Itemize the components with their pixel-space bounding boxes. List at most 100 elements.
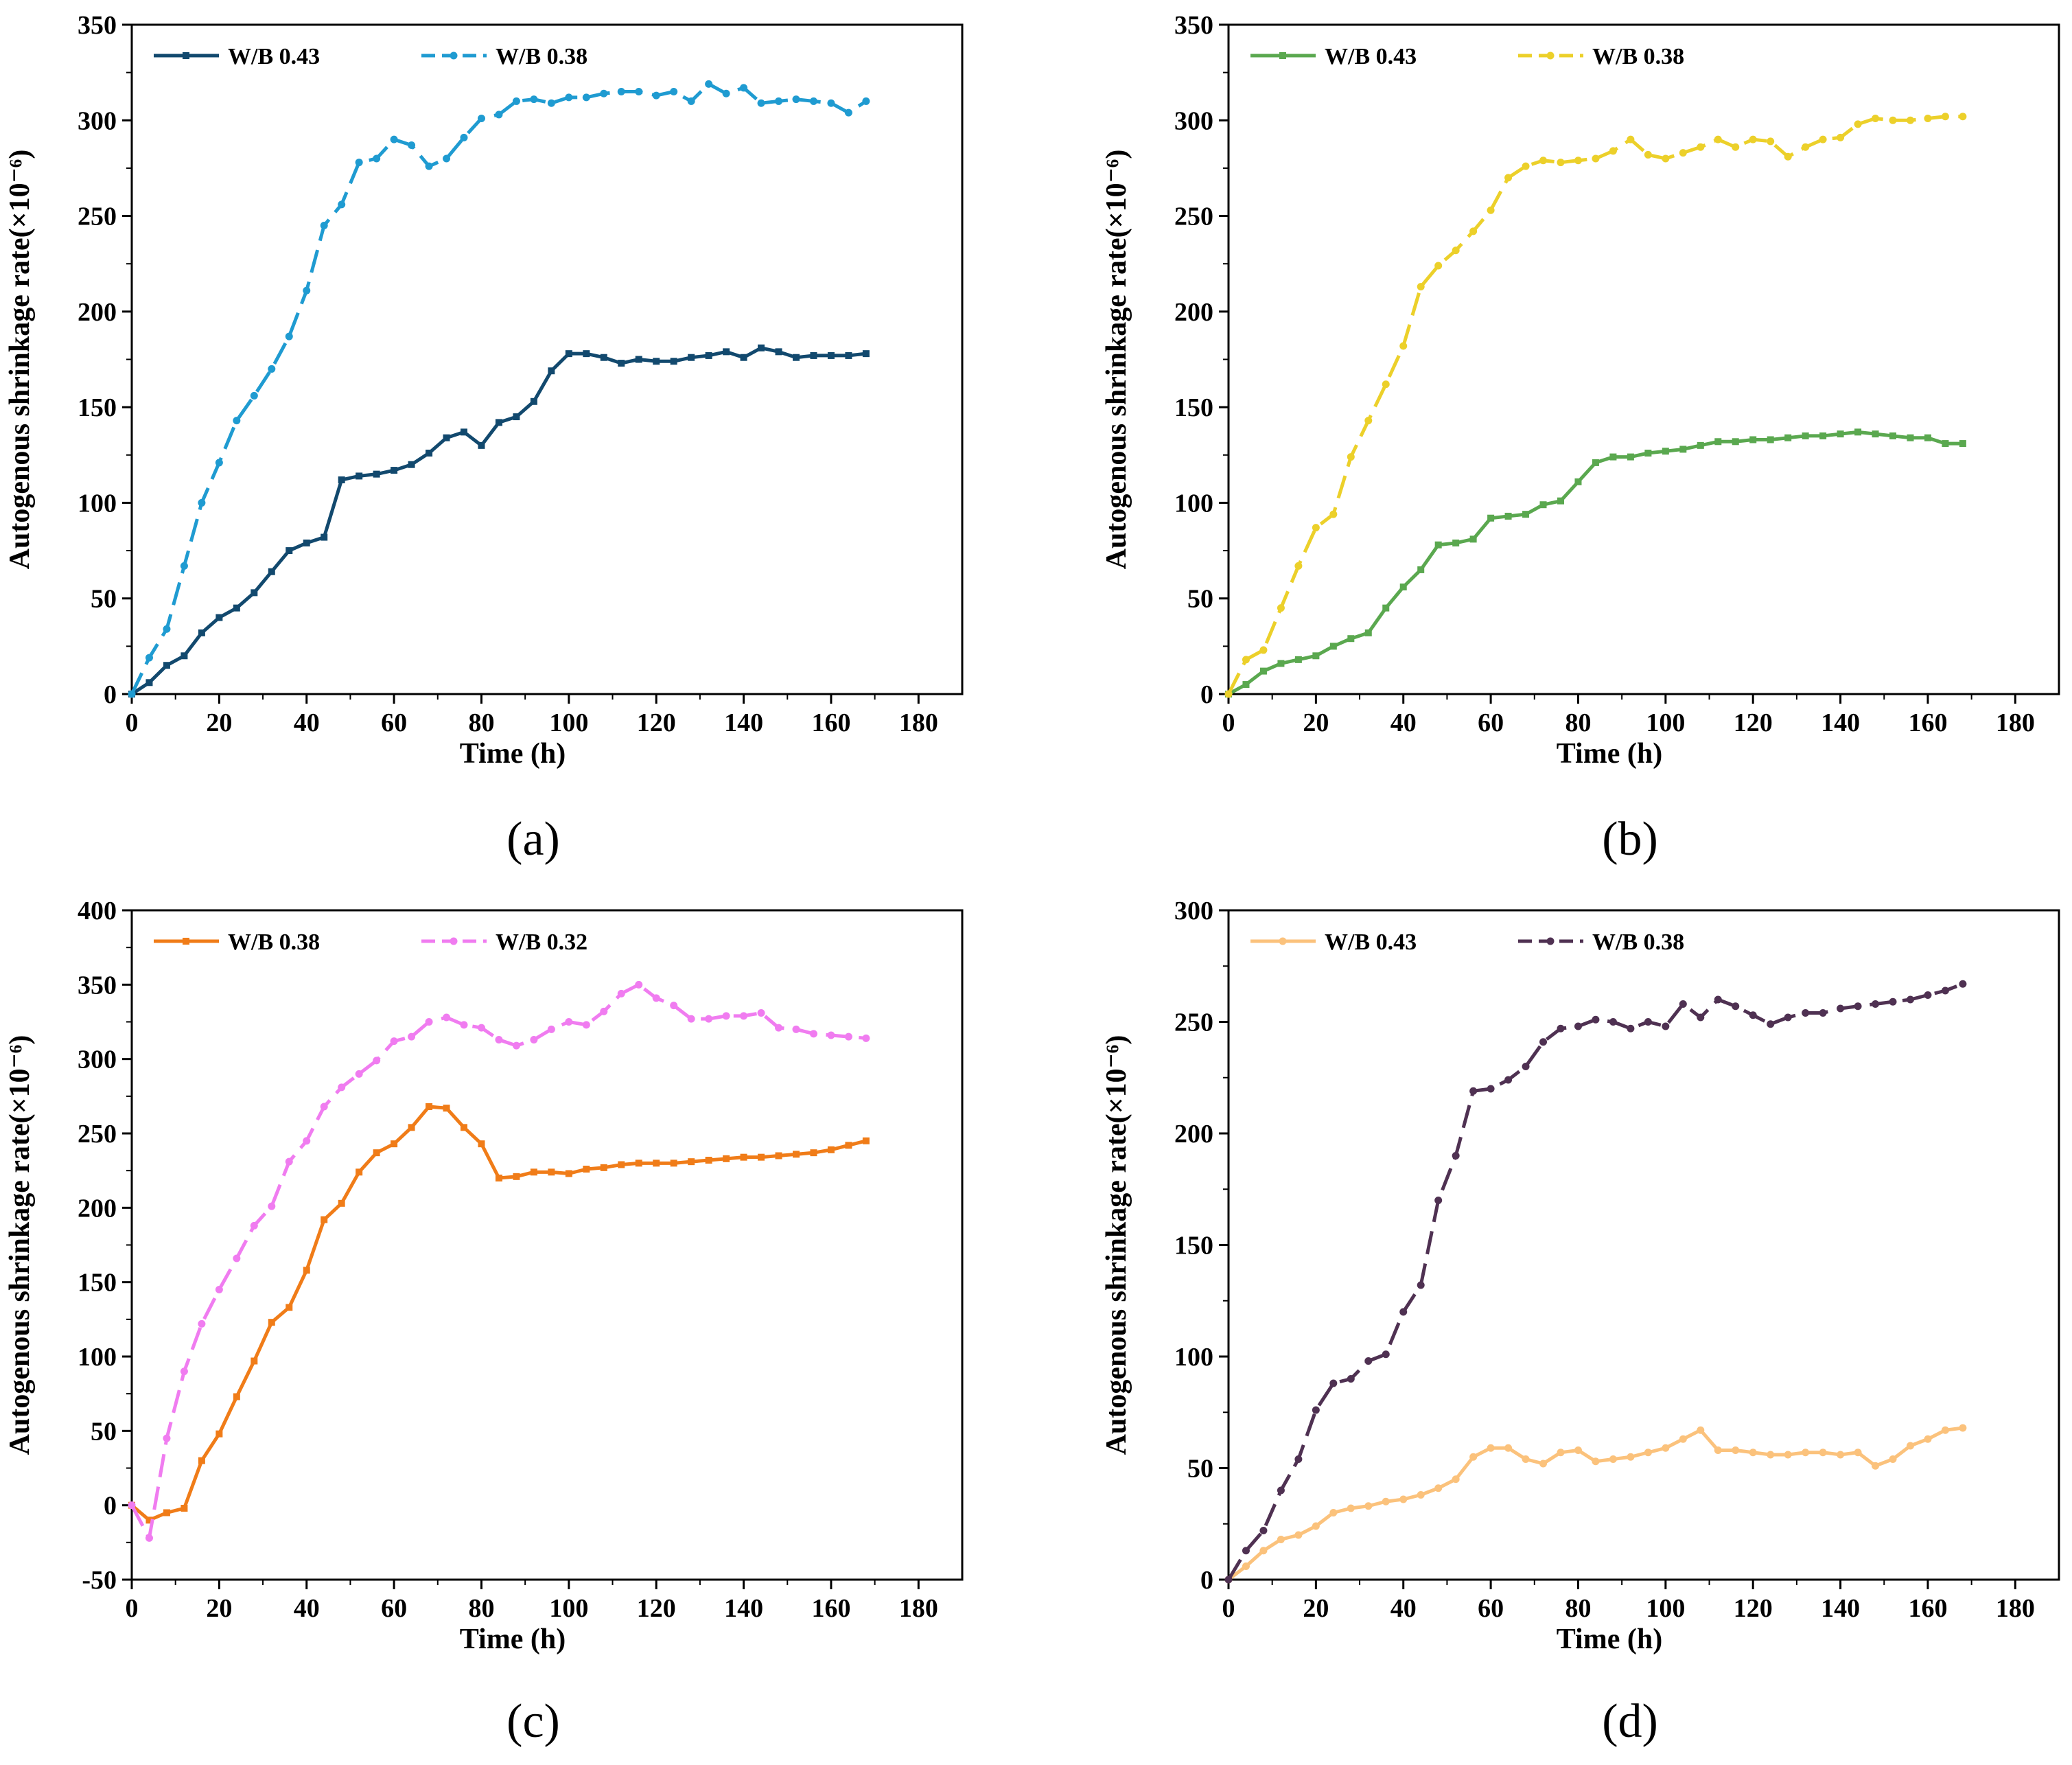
data-point bbox=[1924, 434, 1931, 441]
x-axis-title: Time (h) bbox=[460, 1624, 566, 1655]
data-point bbox=[1732, 143, 1740, 151]
x-tick-label: 20 bbox=[1303, 708, 1329, 737]
data-point bbox=[547, 99, 555, 107]
x-tick-label: 40 bbox=[1390, 708, 1417, 737]
data-point bbox=[1539, 1460, 1548, 1468]
data-point bbox=[1889, 997, 1897, 1006]
data-point bbox=[512, 1041, 520, 1050]
data-point bbox=[145, 1534, 153, 1542]
data-point bbox=[687, 1015, 695, 1023]
x-tick-label: 100 bbox=[549, 1594, 588, 1623]
legend-marker bbox=[1546, 937, 1555, 945]
data-point bbox=[635, 88, 643, 95]
chart-panel-a: 0 20 40 60 80 100 120 140 160 180 0 50 100 150 200 250 3… bbox=[4, 11, 964, 866]
data-point bbox=[1574, 478, 1582, 485]
y-axis-title: Autogenous shrinkage rate(×10⁻⁶) bbox=[4, 1035, 36, 1455]
data-point bbox=[1452, 1475, 1460, 1484]
data-point bbox=[233, 1393, 240, 1400]
data-point bbox=[268, 568, 275, 575]
data-point bbox=[426, 450, 433, 457]
x-tick-label: 80 bbox=[1565, 1594, 1591, 1623]
data-point bbox=[163, 662, 170, 669]
data-point bbox=[285, 1157, 293, 1166]
data-point bbox=[1679, 1435, 1687, 1443]
data-point bbox=[163, 1509, 170, 1516]
data-point bbox=[251, 1357, 258, 1365]
data-point bbox=[705, 351, 712, 359]
y-tick-label: 200 bbox=[1174, 298, 1213, 327]
data-point bbox=[1644, 1449, 1652, 1457]
data-point bbox=[1837, 430, 1844, 438]
x-tick-label: 20 bbox=[206, 708, 232, 737]
legend-label: W/B 0.38 bbox=[228, 930, 320, 955]
data-point bbox=[1924, 115, 1932, 122]
x-tick-label: 100 bbox=[549, 708, 588, 737]
y-tick-label: 350 bbox=[78, 971, 117, 1000]
x-tick-label: 40 bbox=[294, 1594, 320, 1623]
data-point bbox=[1854, 428, 1862, 436]
data-point bbox=[1399, 584, 1407, 590]
chart-panel-d: 0 20 40 60 80 100 120 140 160 180 0 50 100 150 200 250 3… bbox=[1101, 897, 2060, 1748]
data-point bbox=[1627, 453, 1634, 461]
y-tick-label: 300 bbox=[1174, 106, 1213, 135]
x-tick-label: 120 bbox=[637, 708, 676, 737]
data-point bbox=[1627, 1024, 1635, 1033]
y-tick-label: 100 bbox=[1174, 489, 1213, 518]
data-point bbox=[1469, 1087, 1478, 1095]
x-tick-label: 180 bbox=[1996, 708, 2035, 737]
data-point bbox=[1522, 162, 1530, 170]
data-point bbox=[530, 397, 537, 405]
data-point bbox=[1469, 1453, 1478, 1461]
data-point bbox=[653, 358, 660, 365]
data-point bbox=[1609, 453, 1617, 461]
data-point bbox=[181, 1505, 188, 1512]
y-tick-label: 350 bbox=[78, 11, 117, 40]
x-tick-label: 160 bbox=[811, 708, 850, 737]
data-point bbox=[582, 1021, 590, 1029]
data-point bbox=[1417, 566, 1425, 573]
data-point bbox=[338, 476, 345, 483]
legend: W/B 0.43 W/B 0.38 bbox=[154, 44, 587, 69]
data-point bbox=[1504, 1444, 1513, 1452]
data-point bbox=[495, 419, 502, 426]
data-point bbox=[373, 154, 381, 163]
data-point bbox=[1399, 1308, 1408, 1316]
data-point bbox=[355, 159, 363, 167]
y-tick-label: 0 bbox=[1200, 680, 1213, 709]
series-1 bbox=[1224, 980, 1967, 1584]
data-point bbox=[1382, 1350, 1390, 1359]
data-point bbox=[1714, 438, 1722, 446]
legend-marker bbox=[450, 51, 458, 60]
data-point bbox=[775, 1024, 783, 1032]
data-point bbox=[1574, 157, 1582, 165]
data-point bbox=[810, 351, 817, 359]
data-point bbox=[757, 99, 765, 107]
data-point bbox=[827, 351, 835, 359]
data-point bbox=[321, 1216, 328, 1223]
x-tick-label: 80 bbox=[468, 708, 494, 737]
plot-frame bbox=[1227, 23, 2060, 695]
data-point bbox=[600, 354, 607, 361]
data-point bbox=[1469, 535, 1477, 543]
series-1 bbox=[1224, 113, 1967, 698]
data-point bbox=[844, 1033, 852, 1041]
data-point bbox=[233, 604, 240, 612]
series-line bbox=[130, 346, 867, 696]
data-point bbox=[722, 1012, 730, 1020]
legend-marker bbox=[450, 937, 458, 945]
data-point bbox=[1819, 432, 1827, 439]
data-point bbox=[478, 441, 485, 449]
data-point bbox=[391, 467, 398, 474]
data-point bbox=[1819, 1449, 1827, 1457]
data-point bbox=[740, 1153, 747, 1161]
data-point bbox=[530, 1036, 538, 1043]
x-tick-label: 40 bbox=[294, 708, 320, 737]
data-point bbox=[792, 95, 800, 104]
data-point bbox=[1504, 512, 1512, 520]
data-point bbox=[180, 562, 188, 570]
data-point bbox=[1889, 116, 1897, 124]
data-point bbox=[1732, 1002, 1740, 1011]
data-point bbox=[1644, 150, 1652, 159]
series-0 bbox=[1224, 1424, 1967, 1584]
data-point bbox=[583, 1166, 590, 1173]
